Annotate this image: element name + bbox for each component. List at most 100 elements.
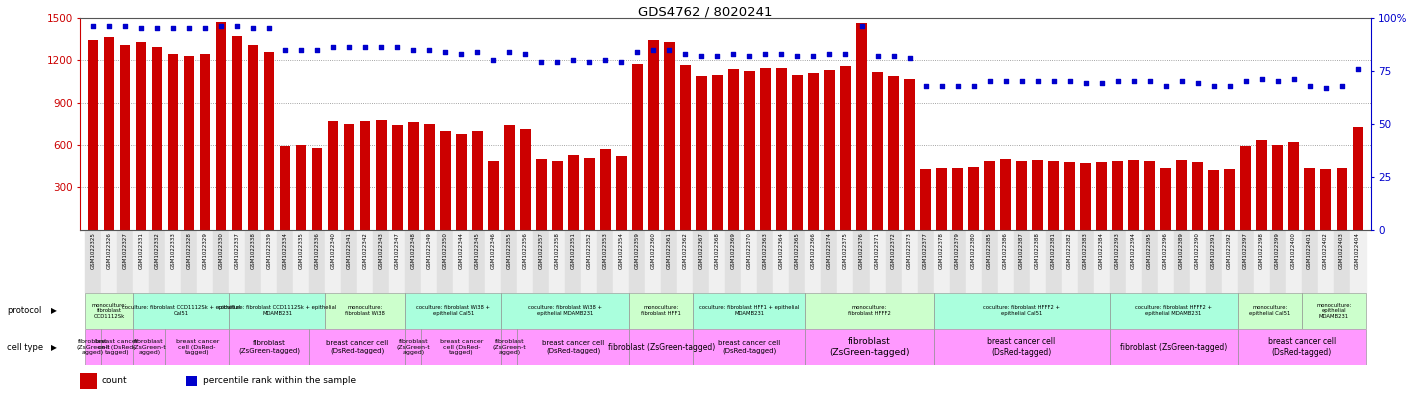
Bar xyxy=(825,70,835,230)
Bar xyxy=(808,73,819,230)
Point xyxy=(434,48,457,55)
Bar xyxy=(1097,162,1107,230)
Text: fibroblast (ZsGreen-tagged): fibroblast (ZsGreen-tagged) xyxy=(608,343,715,351)
Point xyxy=(1059,78,1081,84)
Bar xyxy=(454,230,470,293)
Text: fibroblast
(ZsGreen-t
agged): fibroblast (ZsGreen-t agged) xyxy=(76,339,110,355)
Bar xyxy=(1221,230,1238,293)
Text: GSM1022384: GSM1022384 xyxy=(1100,232,1104,269)
Bar xyxy=(1094,230,1110,293)
Text: ▶: ▶ xyxy=(51,343,56,351)
Bar xyxy=(213,230,230,293)
Bar xyxy=(1301,230,1318,293)
Bar xyxy=(805,293,933,329)
Text: fibroblast
(ZsGreen-tagged): fibroblast (ZsGreen-tagged) xyxy=(238,340,300,354)
Bar xyxy=(485,230,502,293)
Point xyxy=(145,25,168,31)
Bar xyxy=(709,230,726,293)
Bar xyxy=(661,230,677,293)
Bar xyxy=(85,230,102,293)
Point xyxy=(642,46,664,53)
Bar xyxy=(149,230,165,293)
Bar xyxy=(230,230,245,293)
Text: ▶: ▶ xyxy=(51,307,56,315)
Text: GSM1022337: GSM1022337 xyxy=(234,232,240,269)
Text: GSM1022398: GSM1022398 xyxy=(1259,232,1265,269)
Bar xyxy=(997,230,1014,293)
Text: GSM1022345: GSM1022345 xyxy=(475,232,479,269)
Text: monoculture:
fibroblast
CCD1112Sk: monoculture: fibroblast CCD1112Sk xyxy=(92,303,127,319)
Text: GSM1022350: GSM1022350 xyxy=(443,232,448,269)
Bar xyxy=(1224,169,1235,230)
Bar xyxy=(790,230,805,293)
Bar xyxy=(1049,161,1059,230)
Text: GSM1022361: GSM1022361 xyxy=(667,232,673,269)
Bar xyxy=(1334,230,1349,293)
Point xyxy=(883,53,905,59)
Bar xyxy=(165,329,230,365)
Text: GSM1022325: GSM1022325 xyxy=(90,232,96,269)
Text: monoculture:
epithelial Cal51: monoculture: epithelial Cal51 xyxy=(1249,305,1290,316)
Point xyxy=(818,51,840,57)
Text: GSM1022364: GSM1022364 xyxy=(778,232,784,269)
Point xyxy=(898,55,921,61)
Bar xyxy=(517,329,629,365)
Bar xyxy=(278,230,293,293)
Bar xyxy=(104,37,114,230)
Text: GSM1022397: GSM1022397 xyxy=(1244,232,1248,269)
Bar xyxy=(374,230,389,293)
Bar xyxy=(1193,162,1203,230)
Bar xyxy=(1241,146,1251,230)
Point xyxy=(82,23,104,29)
Point xyxy=(722,51,744,57)
Bar xyxy=(856,23,867,230)
Bar xyxy=(936,168,946,230)
Text: coculture: fibroblast HFFF2 +
epithelial Cal51: coculture: fibroblast HFFF2 + epithelial… xyxy=(983,305,1060,316)
Text: GSM1022385: GSM1022385 xyxy=(987,232,993,269)
Bar xyxy=(248,44,258,230)
Text: GSM1022388: GSM1022388 xyxy=(1035,232,1041,269)
Bar xyxy=(677,230,694,293)
Point xyxy=(1155,83,1177,89)
Bar xyxy=(102,329,133,365)
Point xyxy=(226,23,248,29)
Bar xyxy=(102,230,117,293)
Bar xyxy=(405,230,422,293)
Bar xyxy=(632,64,643,230)
Bar xyxy=(405,293,502,329)
Bar xyxy=(182,230,197,293)
Bar xyxy=(921,169,931,230)
Bar xyxy=(422,230,437,293)
Text: GSM1022378: GSM1022378 xyxy=(939,232,945,269)
Bar xyxy=(969,167,979,230)
Bar xyxy=(216,22,227,230)
Bar xyxy=(309,230,326,293)
Text: percentile rank within the sample: percentile rank within the sample xyxy=(203,376,357,385)
Text: protocol: protocol xyxy=(7,307,41,315)
Bar xyxy=(1253,230,1269,293)
Bar xyxy=(329,121,338,230)
Point xyxy=(1186,80,1208,86)
Bar xyxy=(646,230,661,293)
Point xyxy=(114,23,137,29)
Bar xyxy=(901,230,918,293)
Bar xyxy=(296,145,306,230)
Point xyxy=(578,59,601,65)
Bar xyxy=(440,131,451,230)
Bar xyxy=(293,230,309,293)
Point xyxy=(162,25,185,31)
Text: GSM1022352: GSM1022352 xyxy=(587,232,592,269)
Text: GSM1022341: GSM1022341 xyxy=(347,232,351,269)
Bar xyxy=(85,329,102,365)
Bar xyxy=(918,230,933,293)
Point xyxy=(1314,84,1337,91)
Text: breast cancer
cell (DsRed-
tagged): breast cancer cell (DsRed- tagged) xyxy=(175,339,219,355)
Text: GSM1022333: GSM1022333 xyxy=(171,232,176,269)
Text: GSM1022354: GSM1022354 xyxy=(619,232,623,269)
Bar xyxy=(520,129,530,230)
Point xyxy=(467,48,489,55)
Bar xyxy=(87,40,99,230)
Text: GSM1022368: GSM1022368 xyxy=(715,232,721,269)
Point xyxy=(850,23,873,29)
Point xyxy=(450,51,472,57)
